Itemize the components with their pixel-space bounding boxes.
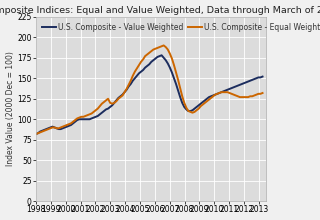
U.S. Composite - Value Weighted — [118, 95, 122, 98]
U.S. Composite - Equal Weighted — [118, 96, 122, 98]
Title: U.S. Composite Indices: Equal and Value Weighted, Data through March of 2013: U.S. Composite Indices: Equal and Value … — [0, 6, 320, 15]
U.S. Composite - Value Weighted — [254, 77, 258, 80]
Y-axis label: Index Value (2000 Dec = 100): Index Value (2000 Dec = 100) — [5, 51, 14, 167]
U.S. Composite - Value Weighted — [139, 70, 143, 73]
U.S. Composite - Value Weighted — [160, 54, 164, 57]
U.S. Composite - Value Weighted — [92, 116, 96, 119]
U.S. Composite - Value Weighted — [168, 66, 172, 69]
U.S. Composite - Equal Weighted — [260, 92, 264, 94]
U.S. Composite - Value Weighted — [85, 118, 89, 121]
U.S. Composite - Equal Weighted — [168, 52, 172, 55]
U.S. Composite - Value Weighted — [260, 75, 264, 78]
Legend: U.S. Composite - Value Weighted, U.S. Composite - Equal Weighted: U.S. Composite - Value Weighted, U.S. Co… — [40, 20, 320, 34]
U.S. Composite - Equal Weighted — [85, 114, 89, 116]
U.S. Composite - Equal Weighted — [92, 111, 96, 113]
U.S. Composite - Value Weighted — [34, 133, 38, 135]
Line: U.S. Composite - Value Weighted: U.S. Composite - Value Weighted — [36, 55, 262, 134]
U.S. Composite - Equal Weighted — [162, 44, 166, 47]
Line: U.S. Composite - Equal Weighted: U.S. Composite - Equal Weighted — [36, 46, 262, 134]
U.S. Composite - Equal Weighted — [254, 93, 258, 96]
U.S. Composite - Equal Weighted — [139, 61, 143, 63]
U.S. Composite - Equal Weighted — [34, 133, 38, 135]
